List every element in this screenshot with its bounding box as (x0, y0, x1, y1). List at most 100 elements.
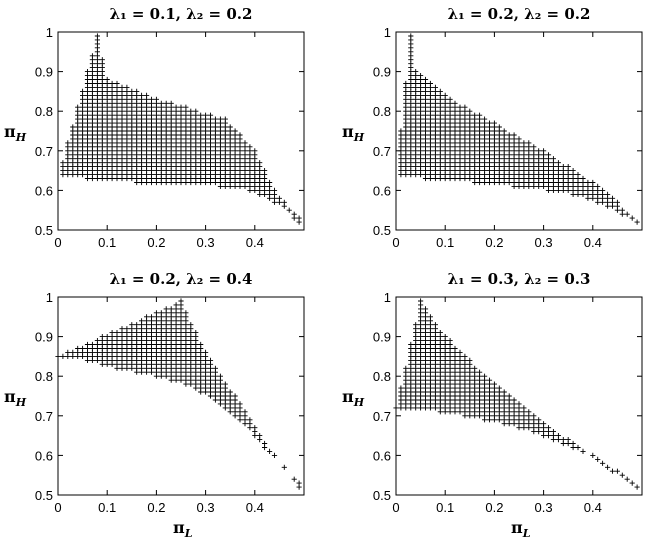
data-point (252, 425, 258, 431)
data-point (148, 96, 155, 102)
x-tick-label: 0 (54, 235, 61, 250)
data-point (252, 148, 258, 154)
x-tick-label: 0.3 (197, 500, 215, 515)
data-point (398, 385, 404, 391)
data-point (114, 80, 120, 87)
y-tick-label: 0.7 (35, 144, 53, 159)
data-point (565, 437, 571, 443)
data-point (501, 128, 507, 134)
data-point (609, 468, 616, 474)
data-point (398, 128, 404, 134)
data-point (427, 80, 433, 87)
y-tick-label: 0.8 (35, 369, 53, 384)
y-axis-label: πH (4, 122, 27, 144)
data-point (188, 322, 194, 328)
data-point (75, 345, 81, 352)
data-point (84, 341, 91, 348)
data-point (590, 452, 596, 458)
data-point (183, 104, 189, 110)
data-point (560, 437, 566, 443)
data-point (104, 76, 110, 83)
plot-frame (57, 31, 305, 231)
data-point (570, 440, 576, 447)
data-point (422, 76, 429, 83)
data-point (70, 349, 76, 355)
y-axis-label: πH (342, 387, 365, 409)
data-point (203, 112, 209, 118)
data-point (119, 84, 125, 90)
data-point (198, 112, 204, 118)
data-point (555, 160, 561, 166)
data-point (536, 148, 542, 154)
data-point (173, 104, 179, 110)
data-point (119, 326, 125, 332)
data-point (585, 179, 591, 186)
data-point (442, 334, 448, 340)
x-tick-label: 0.1 (436, 235, 454, 250)
data-point (271, 187, 278, 193)
data-point (198, 341, 204, 348)
data-point (614, 199, 620, 205)
data-point (536, 417, 542, 423)
data-point (541, 421, 547, 427)
data-point (452, 345, 458, 352)
data-point (163, 306, 169, 312)
data-point (437, 88, 443, 94)
y-tick-label: 0.6 (35, 183, 53, 198)
data-point (271, 452, 278, 458)
data-point (624, 476, 630, 482)
data-point (188, 108, 194, 114)
y-tick-label: 0.7 (373, 409, 391, 424)
data-point (247, 144, 253, 150)
data-point (99, 57, 105, 63)
data-point (482, 116, 488, 122)
x-tick-label: 0 (392, 235, 399, 250)
plot-frame (395, 31, 643, 231)
data-point (521, 140, 527, 146)
data-point (580, 175, 586, 182)
data-point (203, 349, 209, 355)
marker-series (393, 298, 640, 490)
data-point (139, 318, 145, 324)
data-point (94, 33, 100, 39)
data-point (217, 116, 223, 122)
data-point (427, 314, 433, 320)
data-point (242, 140, 248, 146)
data-point (422, 306, 429, 312)
data-point (75, 104, 81, 110)
x-tick-label: 0 (54, 500, 61, 515)
data-point (124, 84, 130, 90)
data-point (178, 104, 184, 110)
data-point (629, 215, 635, 221)
data-point (207, 357, 214, 363)
chart-title: λ₁ = 0.3, λ₂ = 0.3 (448, 270, 591, 288)
data-point (65, 349, 71, 355)
data-point (447, 338, 453, 344)
data-point (600, 460, 606, 466)
data-point (477, 369, 483, 375)
x-tick-label: 0.4 (584, 500, 602, 515)
data-point (605, 464, 611, 470)
data-point (286, 207, 292, 213)
x-axis-label: πL (173, 518, 193, 539)
data-point (472, 112, 478, 118)
data-point (227, 124, 233, 130)
data-point (267, 179, 273, 186)
x-tick-label: 0.2 (485, 235, 503, 250)
data-point (134, 322, 140, 328)
data-point (496, 385, 502, 391)
chart-title: λ₁ = 0.2, λ₂ = 0.2 (448, 5, 591, 23)
y-tick-label: 0.7 (35, 409, 53, 424)
data-point (242, 409, 248, 415)
marker-series (60, 33, 302, 225)
data-point (521, 405, 527, 411)
data-point (296, 215, 302, 221)
x-tick-label: 0.1 (98, 500, 116, 515)
y-tick-label: 0.6 (373, 183, 391, 198)
data-point (232, 128, 238, 134)
data-point (262, 168, 268, 174)
data-point (144, 314, 150, 320)
data-point (94, 338, 100, 344)
y-axis-label: πH (4, 387, 27, 409)
data-point (432, 322, 438, 328)
